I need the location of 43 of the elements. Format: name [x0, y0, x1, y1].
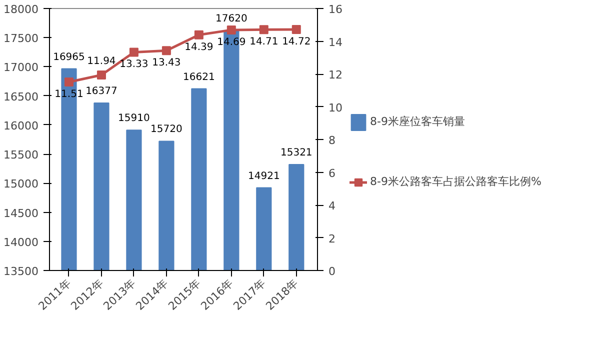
point — [259, 25, 268, 34]
y2-tick-label: 0 — [328, 265, 336, 278]
y-tick-label: 14000 — [4, 236, 39, 249]
data-label: 16965 — [53, 52, 85, 63]
y-tick-label: 16000 — [4, 119, 39, 132]
data-label: 17620 — [216, 14, 248, 25]
data-label: 16621 — [183, 72, 215, 83]
point — [194, 30, 204, 40]
data-label: 16377 — [86, 86, 118, 97]
legend-label: 8-9米公路客车占据公路客车比例% — [370, 174, 542, 189]
point — [129, 48, 138, 57]
y2-tick-label: 10 — [328, 101, 342, 114]
data-label: 15321 — [280, 147, 312, 158]
y-tick-label: 15000 — [4, 178, 39, 191]
point — [226, 25, 236, 34]
y-tick-label: 13500 — [4, 265, 39, 278]
y-tick-label: 14500 — [4, 206, 39, 220]
point — [292, 24, 301, 34]
point — [96, 70, 106, 80]
point — [64, 78, 74, 87]
y-tick-label: 18000 — [4, 3, 39, 16]
y2-tick-label: 14 — [328, 36, 342, 49]
data-label: 15720 — [150, 124, 182, 136]
data-label: 14.72 — [282, 36, 311, 48]
y2-tick-label: 8 — [328, 134, 336, 147]
y-tick-label: 15500 — [4, 148, 39, 162]
y2-tick-label: 12 — [328, 68, 342, 82]
y2-tick-label: 6 — [328, 166, 336, 180]
point — [162, 46, 171, 56]
data-label: 14.71 — [250, 36, 278, 48]
data-label: 14.39 — [184, 42, 214, 53]
y2-tick-label: 4 — [328, 200, 336, 212]
y-tick-label: 16500 — [4, 90, 39, 104]
y-tick-label: 17500 — [4, 32, 39, 46]
data-label: 15910 — [118, 113, 150, 124]
data-label: 11.94 — [87, 56, 116, 67]
data-label: 13.33 — [120, 59, 148, 70]
data-label: 14921 — [248, 170, 280, 182]
y2-tick-label: 16 — [328, 3, 342, 16]
data-label: 13.43 — [152, 58, 181, 69]
y2-tick-label: 2 — [328, 232, 336, 246]
legend-label: 8-9米座位客车销量 — [370, 114, 465, 129]
y-tick-label: 17000 — [4, 61, 39, 74]
